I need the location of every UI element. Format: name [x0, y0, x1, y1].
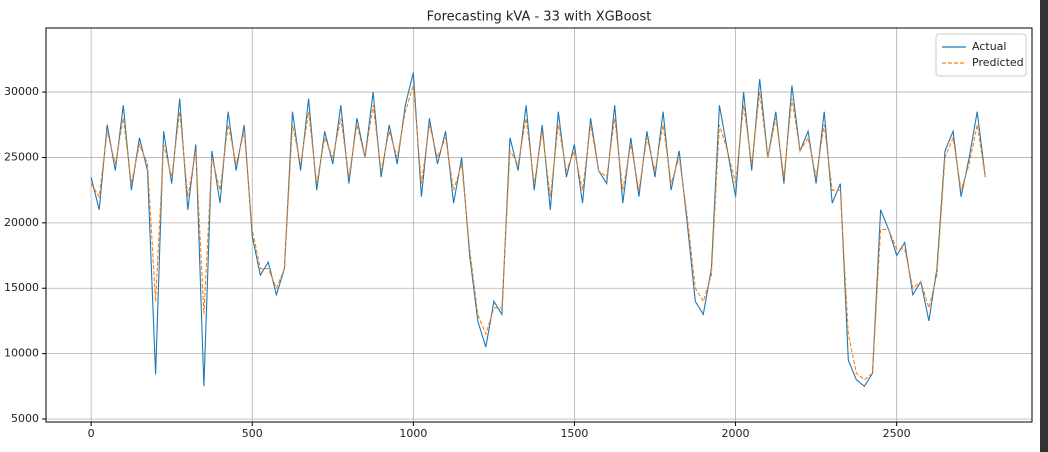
- y-tick-label: 25000: [4, 150, 39, 163]
- legend: Actual Predicted: [935, 33, 1027, 77]
- legend-box: [935, 33, 1027, 77]
- chart-title: Forecasting kVA - 33 with XGBoost: [427, 10, 652, 25]
- x-tick-label: 500: [242, 427, 263, 440]
- x-tick-label: 2000: [722, 427, 750, 440]
- x-tick-label: 2500: [883, 427, 911, 440]
- plot-frame: [45, 27, 1033, 423]
- y-tick-label: 20000: [4, 216, 39, 229]
- x-tick-label: 1000: [399, 427, 427, 440]
- window-edge: [1040, 0, 1048, 452]
- y-tick-label: 5000: [11, 412, 39, 425]
- x-tick-label: 0: [88, 427, 95, 440]
- series-line: [90, 85, 986, 381]
- y-tick-label: 10000: [4, 347, 39, 360]
- y-tick-label: 15000: [4, 281, 39, 294]
- legend-label: Actual: [972, 40, 1006, 53]
- y-tick-label: 30000: [4, 85, 39, 98]
- x-tick-label: 1500: [560, 427, 588, 440]
- legend-label: Predicted: [972, 56, 1024, 69]
